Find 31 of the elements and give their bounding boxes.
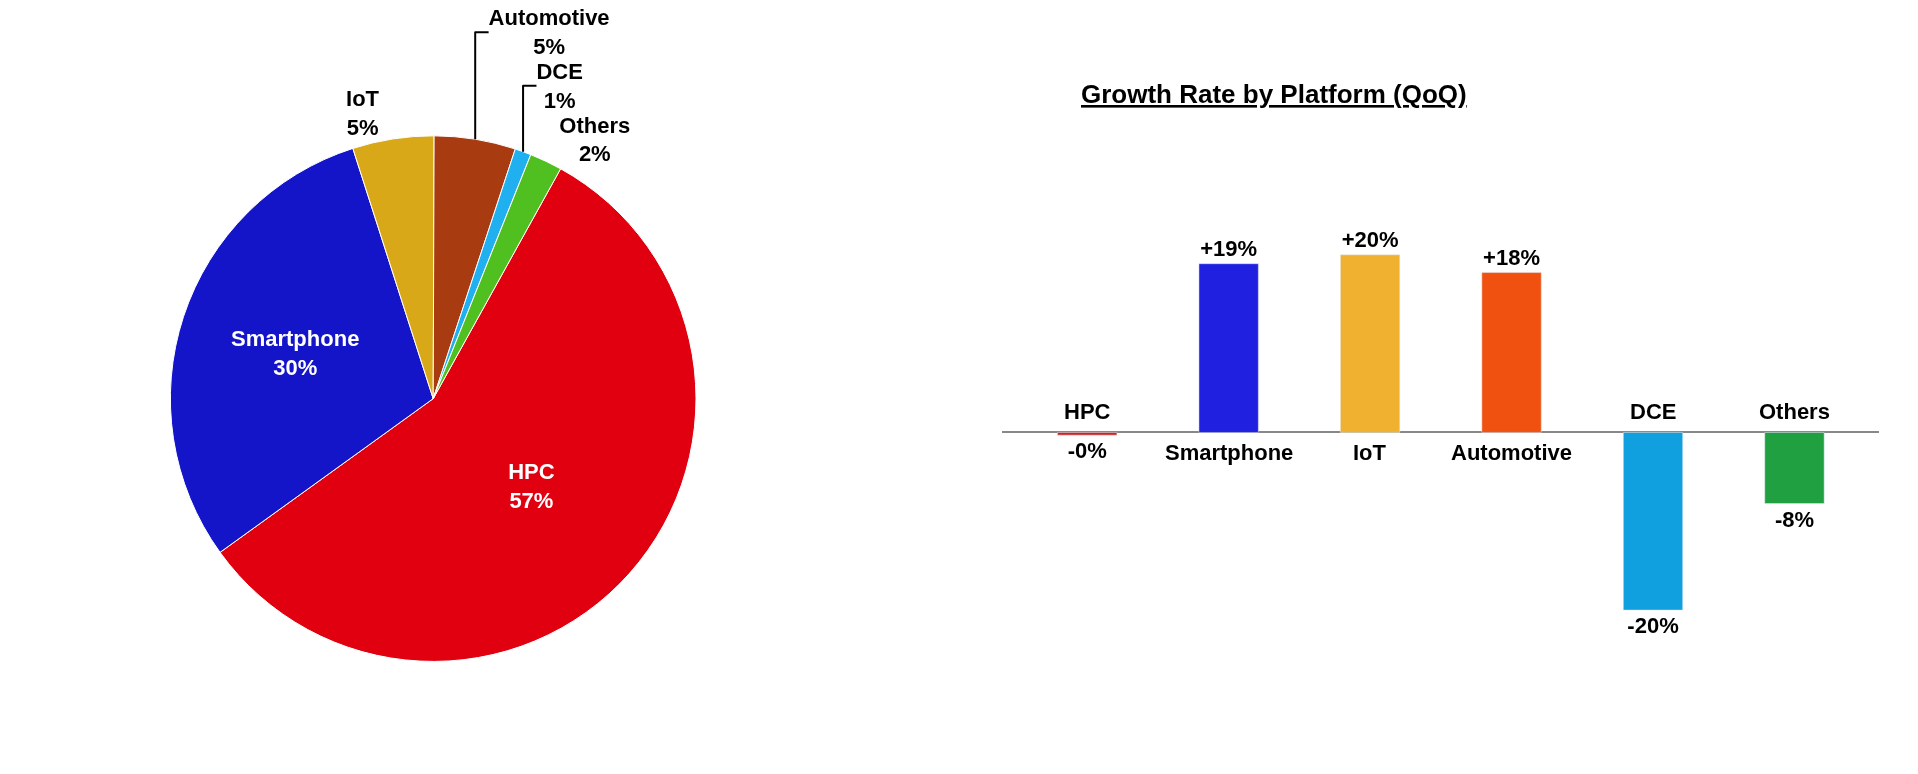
slice-label: HPC — [508, 459, 555, 485]
slice-label: DCE — [536, 58, 583, 84]
data-label: +20% — [1341, 226, 1399, 252]
bar — [1198, 263, 1259, 433]
bar — [1764, 432, 1825, 504]
bar — [1340, 254, 1401, 433]
bar — [1623, 432, 1683, 611]
slice-label: Smartphone — [231, 326, 360, 352]
x-tick-label: Automotive — [1451, 440, 1572, 465]
chart-title: Growth Rate by Platform (QoQ) — [1081, 79, 1467, 109]
slice-label: Others — [559, 112, 631, 138]
slice-label: IoT — [346, 85, 380, 111]
data-label: 57% — [509, 487, 554, 513]
x-tick-label: IoT — [1353, 440, 1387, 465]
x-tick-label: HPC — [1064, 399, 1111, 424]
data-label: +19% — [1200, 235, 1258, 261]
x-tick-label: Smartphone — [1165, 440, 1294, 465]
slice-label: Automotive — [488, 5, 610, 31]
data-label: 5% — [346, 114, 379, 140]
bar — [1057, 432, 1118, 436]
data-label: -8% — [1774, 506, 1815, 532]
data-label: 2% — [578, 141, 611, 167]
bar — [1481, 272, 1542, 433]
data-label: -20% — [1627, 613, 1679, 639]
data-label: -0% — [1067, 438, 1107, 464]
data-label: +18% — [1483, 244, 1540, 270]
data-label: 5% — [533, 33, 566, 59]
x-tick-label: Others — [1759, 399, 1830, 424]
x-tick-label: DCE — [1630, 399, 1677, 424]
data-label: 30% — [273, 355, 318, 381]
data-label: 1% — [543, 87, 576, 113]
